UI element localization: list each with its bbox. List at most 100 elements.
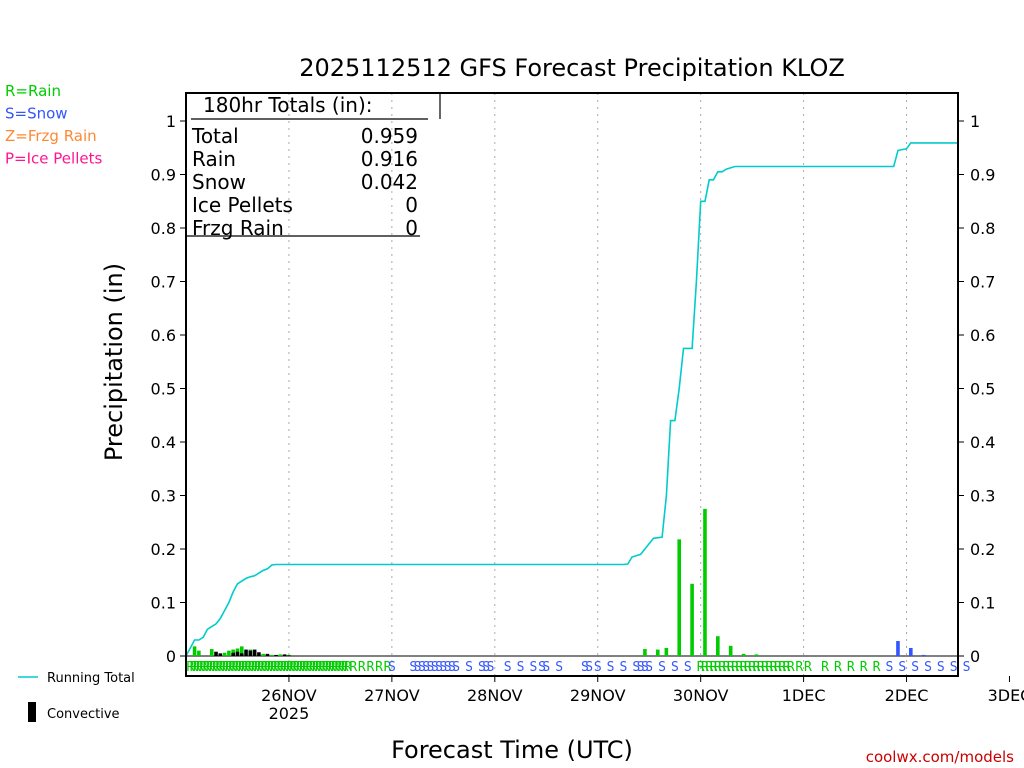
totals-row-label: Rain	[192, 147, 236, 171]
type-marker-r: R	[225, 660, 233, 675]
type-marker-r: R	[701, 660, 709, 675]
type-marker-r: R	[761, 660, 769, 675]
x-year-label: 2025	[269, 704, 310, 723]
legend-convective-label: Convective	[47, 707, 120, 722]
type-marker-s: S	[885, 660, 893, 675]
type-marker-r: R	[774, 660, 782, 675]
legend: R=Rain S=Snow Z=Frzg Rain P=Ice Pellets Runn…	[5, 82, 135, 722]
type-marker-s: S	[911, 660, 919, 675]
type-marker-r: R	[753, 660, 761, 675]
type-marker-r: R	[199, 660, 207, 675]
bar-convective	[218, 653, 223, 656]
type-marker-r: R	[735, 660, 743, 675]
type-marker-r: R	[375, 660, 383, 675]
precip-bars	[192, 508, 926, 656]
type-marker-r: R	[260, 660, 268, 675]
type-marker-r: R	[193, 660, 201, 675]
legend-type-0: R=Rain	[5, 82, 61, 100]
bar-rain	[728, 645, 733, 656]
type-marker-r: R	[847, 660, 855, 675]
gridlines	[186, 93, 958, 676]
x-tick-label: 29NOV	[570, 686, 626, 705]
type-marker-s: S	[585, 660, 593, 675]
bar-rain	[741, 653, 746, 656]
y-tick-label-right: 0.1	[970, 594, 995, 613]
type-marker-r: R	[219, 660, 227, 675]
bar-rain	[197, 650, 201, 656]
type-marker-s: S	[388, 660, 396, 675]
x-tick-label: 26NOV	[261, 686, 317, 705]
y-tick-label-left: 0.7	[151, 273, 176, 292]
legend-convective-swatch	[28, 702, 36, 722]
type-marker-r: R	[286, 660, 294, 675]
bar-convective	[287, 655, 291, 656]
legend-type-2: Z=Frzg Rain	[5, 127, 97, 145]
type-marker-s: S	[427, 660, 435, 675]
credit-link[interactable]: coolwx.com/models	[866, 748, 1014, 766]
type-marker-r: R	[748, 660, 756, 675]
type-marker-s: S	[487, 660, 495, 675]
type-marker-r: R	[309, 660, 317, 675]
x-tick-label: 27NOV	[364, 686, 420, 705]
type-marker-r: R	[231, 660, 239, 675]
type-marker-s: S	[645, 660, 653, 675]
y-tick-label-left: 1	[166, 112, 176, 131]
type-marker-r: R	[318, 660, 326, 675]
type-marker-s: S	[937, 660, 945, 675]
legend-type-3: P=Ice Pellets	[5, 150, 102, 168]
bar-rain	[278, 654, 283, 656]
type-marker-r: R	[705, 660, 713, 675]
type-marker-r: R	[821, 660, 829, 675]
x-tick-label: 3DEC	[988, 686, 1024, 705]
bar-rain	[261, 653, 265, 656]
bar-snow	[921, 654, 926, 656]
type-marker-s: S	[620, 660, 628, 675]
legend-type-1: S=Snow	[5, 105, 68, 123]
totals-row-value: 0	[405, 193, 418, 217]
y-tick-label-right: 0.9	[970, 166, 995, 185]
type-marker-r: R	[289, 660, 297, 675]
type-marker-r: R	[334, 660, 342, 675]
type-marker-r: R	[358, 660, 366, 675]
type-marker-r: R	[238, 660, 246, 675]
bar-convective	[214, 651, 218, 656]
type-marker-r: R	[770, 660, 778, 675]
type-marker-s: S	[439, 660, 447, 675]
type-marker-r: R	[296, 660, 304, 675]
type-marker-s: S	[465, 660, 473, 675]
type-marker-r: R	[384, 660, 392, 675]
type-marker-r: R	[834, 660, 842, 675]
type-marker-s: S	[898, 660, 906, 675]
type-marker-r: R	[247, 660, 255, 675]
y-tick-label-right: 0.8	[970, 219, 995, 238]
bar-rain	[655, 649, 660, 656]
bar-rain	[222, 652, 227, 656]
type-marker-s: S	[684, 660, 692, 675]
type-marker-s: S	[637, 660, 645, 675]
type-marker-s: S	[482, 660, 490, 675]
totals-row-label: Ice Pellets	[192, 193, 293, 217]
bar-rain	[643, 649, 647, 656]
type-marker-r: R	[697, 660, 705, 675]
type-marker-r: R	[338, 660, 346, 675]
type-marker-r: R	[328, 660, 336, 675]
type-marker-r: R	[206, 660, 214, 675]
type-marker-r: R	[804, 660, 812, 675]
totals-header: 180hr Totals (in):	[203, 93, 373, 117]
type-marker-r: R	[293, 660, 301, 675]
type-marker-r: R	[873, 660, 881, 675]
y-axis-label: Precipitation (in)	[100, 263, 128, 461]
type-marker-r: R	[787, 660, 795, 675]
type-marker-r: R	[283, 660, 291, 675]
x-axis-label: Forecast Time (UTC)	[391, 736, 633, 764]
type-marker-r: R	[302, 660, 310, 675]
y-tick-label-right: 0.6	[970, 326, 995, 345]
totals-row-label: Snow	[192, 170, 246, 194]
totals-row-label: Total	[191, 124, 239, 148]
bar-rain	[690, 583, 694, 656]
type-marker-s: S	[658, 660, 666, 675]
bar-convective	[239, 653, 244, 656]
type-marker-r: R	[305, 660, 313, 675]
type-marker-r: R	[331, 660, 339, 675]
